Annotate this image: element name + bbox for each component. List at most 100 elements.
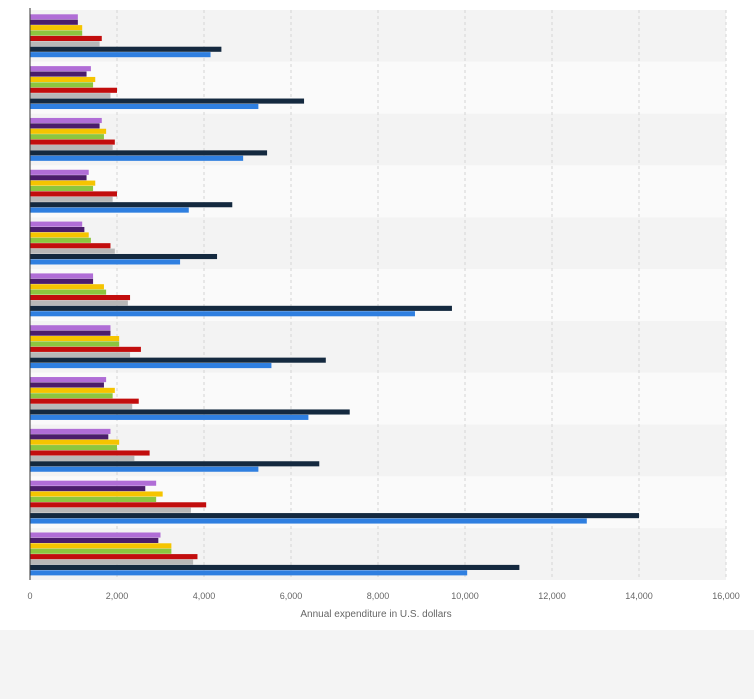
bar bbox=[30, 103, 259, 110]
bar bbox=[30, 128, 107, 134]
bar bbox=[30, 175, 87, 181]
bar bbox=[30, 393, 113, 399]
x-tick-label: 12,000 bbox=[538, 591, 566, 601]
bar bbox=[30, 144, 113, 151]
bar bbox=[30, 554, 198, 560]
bar bbox=[30, 207, 189, 213]
bar bbox=[30, 232, 89, 238]
x-tick-label: 14,000 bbox=[625, 591, 653, 601]
bar bbox=[30, 480, 157, 486]
bar bbox=[30, 357, 326, 363]
bar bbox=[30, 46, 222, 52]
bar bbox=[30, 559, 194, 565]
bar bbox=[30, 295, 131, 301]
bar bbox=[30, 450, 150, 456]
bar bbox=[30, 305, 452, 311]
bar bbox=[30, 35, 102, 42]
bar bbox=[30, 273, 94, 279]
bar bbox=[30, 76, 96, 83]
bar bbox=[30, 564, 520, 570]
bar bbox=[30, 439, 120, 445]
bar bbox=[30, 570, 468, 576]
bar bbox=[30, 404, 133, 410]
bar bbox=[30, 341, 120, 347]
bar bbox=[30, 25, 83, 31]
bar bbox=[30, 543, 172, 549]
bar bbox=[30, 278, 94, 284]
x-tick-label: 4,000 bbox=[193, 591, 216, 601]
bar bbox=[30, 98, 305, 104]
bar bbox=[30, 532, 161, 538]
bar bbox=[30, 123, 100, 129]
x-axis-title: Annual expenditure in U.S. dollars bbox=[300, 609, 451, 620]
bar bbox=[30, 445, 117, 451]
bar bbox=[30, 325, 111, 331]
bar bbox=[30, 196, 113, 202]
bar bbox=[30, 155, 244, 161]
bar bbox=[30, 409, 350, 415]
x-tick-label: 2,000 bbox=[106, 591, 129, 601]
bar bbox=[30, 117, 102, 124]
bar bbox=[30, 169, 89, 175]
bar bbox=[30, 19, 78, 25]
bar bbox=[30, 243, 111, 249]
bar bbox=[30, 82, 94, 88]
x-tick-label: 6,000 bbox=[280, 591, 303, 601]
bar bbox=[30, 221, 83, 227]
bar bbox=[30, 14, 78, 20]
bar bbox=[30, 518, 587, 524]
bar bbox=[30, 180, 96, 186]
bar bbox=[30, 134, 104, 140]
bar bbox=[30, 237, 91, 243]
bar bbox=[30, 414, 309, 420]
bar bbox=[30, 289, 107, 295]
bar bbox=[30, 548, 172, 554]
bar bbox=[30, 191, 117, 197]
bar bbox=[30, 30, 83, 36]
x-tick-label: 0 bbox=[27, 591, 32, 601]
bar bbox=[30, 52, 211, 58]
bar bbox=[30, 226, 85, 233]
bar bbox=[30, 387, 115, 393]
bar bbox=[30, 185, 94, 192]
bar bbox=[30, 502, 207, 508]
bar bbox=[30, 377, 107, 383]
bar bbox=[30, 363, 272, 369]
bar bbox=[30, 352, 131, 358]
bar bbox=[30, 202, 233, 208]
bar bbox=[30, 398, 139, 404]
x-tick-label: 8,000 bbox=[367, 591, 390, 601]
bar bbox=[30, 382, 104, 388]
bar bbox=[30, 330, 111, 336]
bar bbox=[30, 284, 104, 290]
bar bbox=[30, 300, 128, 306]
bar bbox=[30, 455, 135, 461]
bar-chart: 0 2,000 4,000 6,000 8,000 10,000 12,000 14,000 1… bbox=[27, 8, 740, 620]
footer-band bbox=[0, 630, 754, 699]
bar bbox=[30, 486, 146, 492]
x-tick-label: 10,000 bbox=[451, 591, 479, 601]
bar bbox=[30, 248, 115, 254]
x-tick-label: 16,000 bbox=[712, 591, 740, 601]
bar bbox=[30, 513, 639, 519]
bar bbox=[30, 87, 117, 93]
bar bbox=[30, 466, 259, 472]
bar bbox=[30, 461, 320, 467]
bar bbox=[30, 41, 100, 47]
bar bbox=[30, 71, 87, 77]
bar bbox=[30, 434, 109, 440]
bar bbox=[30, 491, 163, 497]
bar bbox=[30, 346, 141, 352]
bar bbox=[30, 259, 181, 265]
bar bbox=[30, 428, 111, 434]
bar bbox=[30, 507, 191, 513]
bar bbox=[30, 253, 218, 260]
bar bbox=[30, 336, 120, 342]
bar bbox=[30, 93, 111, 99]
bar bbox=[30, 311, 415, 317]
bar bbox=[30, 139, 115, 145]
bar bbox=[30, 66, 91, 72]
bar bbox=[30, 496, 157, 502]
bar bbox=[30, 150, 268, 156]
